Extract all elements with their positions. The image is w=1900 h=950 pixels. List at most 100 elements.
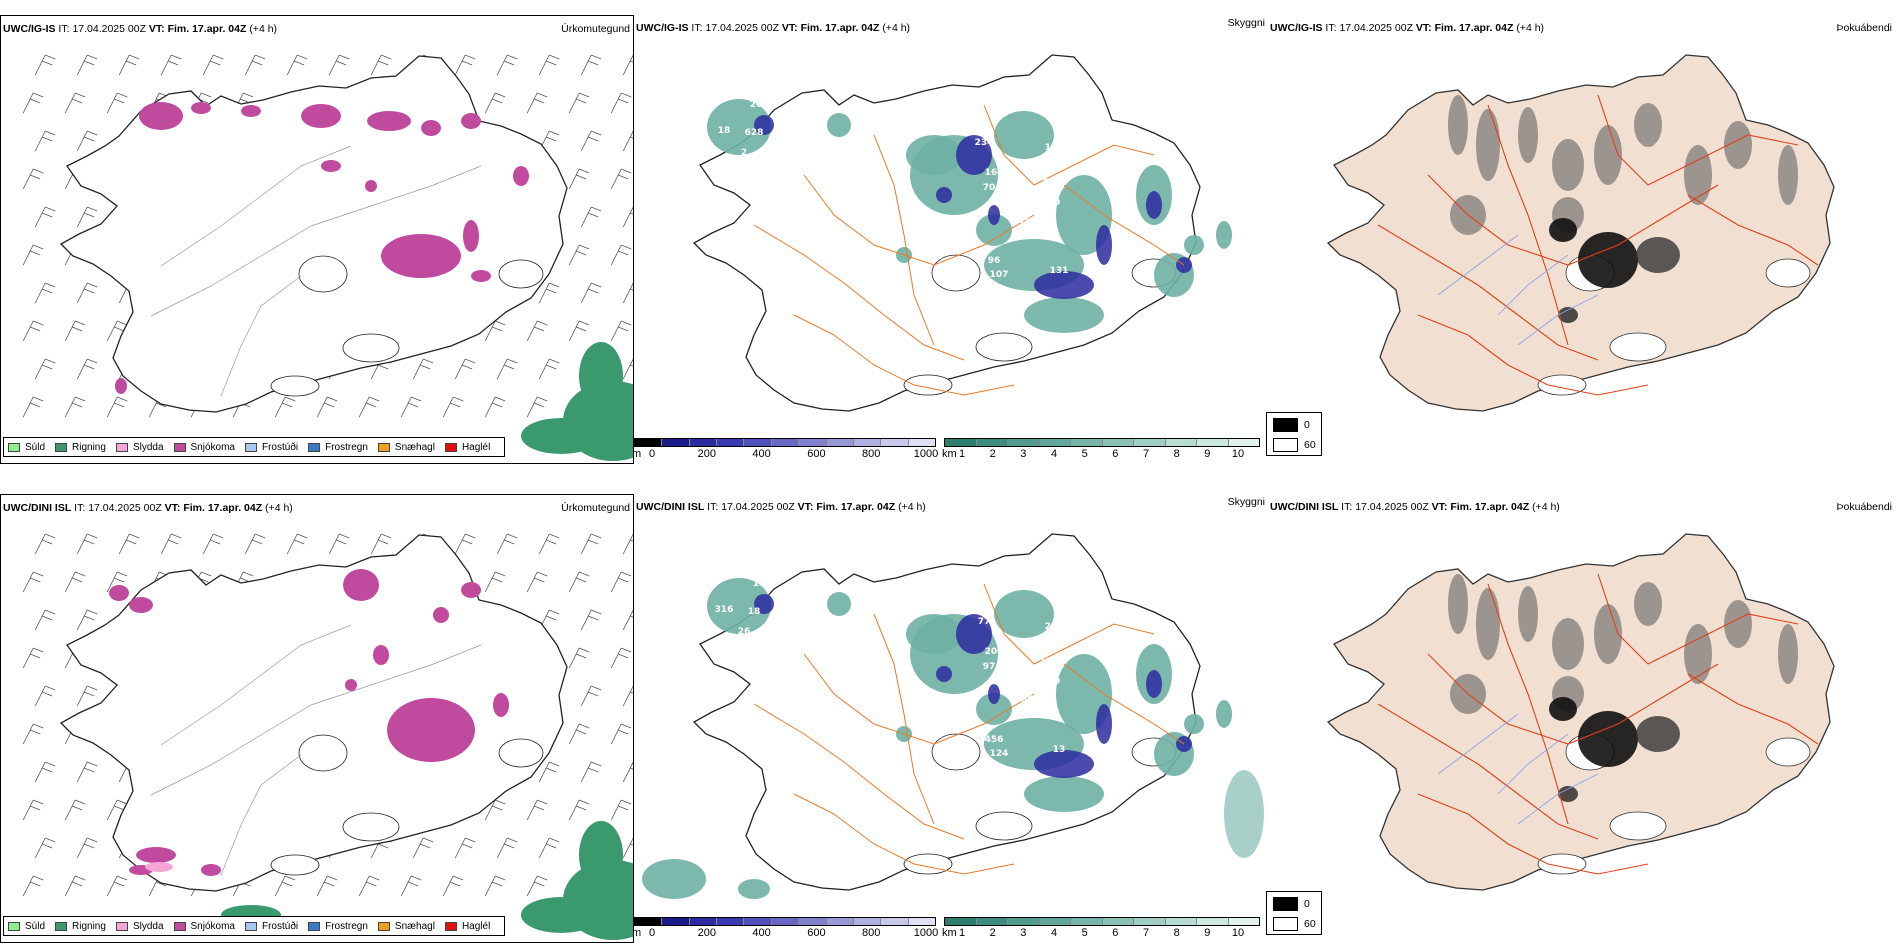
colorbar-bin (853, 918, 882, 925)
legend-swatch (115, 921, 128, 931)
wind-barb (610, 92, 632, 114)
iceland-coastline (59, 534, 568, 892)
legend-swatch (377, 921, 390, 931)
glacier-outline (903, 374, 953, 396)
colorbar-tick-label: 1000 (913, 927, 939, 939)
visibility-value-label: 107 (990, 270, 1009, 280)
very-low-visibility-core (1096, 225, 1112, 265)
visibility-value-label: 12 (778, 208, 791, 218)
precip-legend-item: Frostregn (308, 921, 368, 932)
colorbar-bin (1134, 918, 1166, 925)
precip-map-row2 (22, 533, 633, 940)
visibility-value-label: 34 (958, 128, 971, 138)
fog-map-row1 (1326, 54, 1835, 412)
wind-barb (484, 92, 506, 114)
fog-index-core (1578, 711, 1638, 767)
fog-index-area (1634, 582, 1662, 626)
wind-barb (622, 837, 633, 859)
snowfall-area (461, 113, 481, 129)
rain-area (579, 342, 623, 410)
snowfall-area (421, 120, 441, 136)
wind-barb (34, 130, 56, 152)
fog-panel-row1: UWC/IG-IS IT: 17.04.2025 00Z VT: Fim. 17… (1268, 15, 1900, 464)
colorbar-swatches (634, 917, 936, 926)
panel-title: Skyggni (1227, 17, 1265, 29)
wind-barb (106, 396, 128, 418)
road-line (1063, 663, 1185, 745)
colorbar-bin (1071, 918, 1103, 925)
wind-barb (484, 875, 506, 897)
visibility-value-label: 369 (775, 607, 794, 617)
visibility-value-label: 81 (1108, 270, 1121, 280)
legend-label: Slydda (132, 441, 164, 453)
precip-legend-item: Slydda (115, 921, 164, 932)
wind-barb (34, 54, 56, 76)
legend-swatch (308, 921, 321, 931)
low-visibility-area (1216, 700, 1232, 728)
snowfall-area (461, 582, 481, 598)
fog-index-area (1724, 121, 1752, 169)
fog-panel-row2: UWC/DINI ISL IT: 17.04.2025 00Z VT: Fim.… (1268, 494, 1900, 943)
snowfall-area (345, 679, 357, 691)
road-line (1417, 314, 1649, 396)
wind-barb (76, 358, 98, 380)
visibility-panel-row1: 25 200 18 628 28 2 34 234 232 363 212 142 164 70 69 20 9… (634, 15, 1268, 464)
wind-barb (526, 875, 548, 897)
road-line (1427, 174, 1719, 266)
precip-legend-item: Frostregn (308, 442, 368, 453)
colorbar-bin (799, 918, 827, 925)
legend-label: Frostregn (325, 441, 368, 453)
visibility-value-label: 115 (1025, 709, 1044, 719)
wind-barb (328, 533, 350, 555)
colorbar-tick-label: 1000 (913, 448, 939, 460)
precip-legend-item: Snjókoma (173, 920, 235, 932)
visibility-value-label: 70 (983, 183, 996, 193)
wind-barb (538, 282, 560, 304)
colorbar-tick-label: 200 (697, 927, 716, 939)
fog-index-core (1636, 237, 1680, 273)
wind-barb (496, 358, 518, 380)
wind-barb (454, 54, 476, 76)
wind-barb (202, 54, 224, 76)
wind-barb (118, 533, 140, 555)
colorbar-unit: km (942, 448, 957, 460)
river-line (1497, 733, 1569, 795)
road-line (220, 754, 302, 876)
colorbar-unit: m (634, 448, 642, 460)
fog-index-area (1448, 574, 1468, 634)
colorbar-tick-label: 9 (1204, 448, 1211, 460)
wind-barb (442, 875, 464, 897)
colorbar-tick-label: 0 (648, 927, 656, 939)
fog-index-area (1778, 624, 1798, 684)
colorbar-tick-label: 4 (1050, 448, 1058, 460)
legend-swatch (244, 921, 257, 931)
legend-label: Rigning (72, 920, 106, 932)
legend-swatch (55, 442, 68, 452)
low-visibility-area (1184, 235, 1204, 255)
visibility-value-label: 316 (715, 605, 734, 615)
wind-barb (34, 837, 56, 859)
precip-legend-item: Frostúði (244, 442, 298, 453)
legend-label: Súld (25, 441, 46, 453)
colorbar-bin (662, 918, 690, 925)
wind-barb (580, 685, 602, 707)
wind-barb (610, 571, 632, 593)
wind-barb (64, 875, 86, 897)
wind-barb (358, 396, 380, 418)
colorbar-tick-label: 6 (1112, 927, 1119, 939)
wind-barb (538, 837, 560, 859)
river-line (1517, 773, 1599, 825)
visibility-value-label: 93 (958, 607, 971, 617)
legend-swatch (244, 442, 257, 452)
colorbar-tick-label: 10 (1231, 448, 1245, 460)
legend-label: Snjókoma (190, 920, 235, 932)
fog-legend-light-value: 60 (1304, 439, 1316, 451)
colorbar-bin (1008, 918, 1040, 925)
legend-label: Frostregn (325, 920, 368, 932)
road-line (753, 224, 965, 361)
wind-barb (622, 761, 633, 783)
visibility-value-label: 124 (990, 749, 1009, 759)
wind-barb (22, 723, 44, 745)
very-low-visibility-core (956, 135, 992, 175)
